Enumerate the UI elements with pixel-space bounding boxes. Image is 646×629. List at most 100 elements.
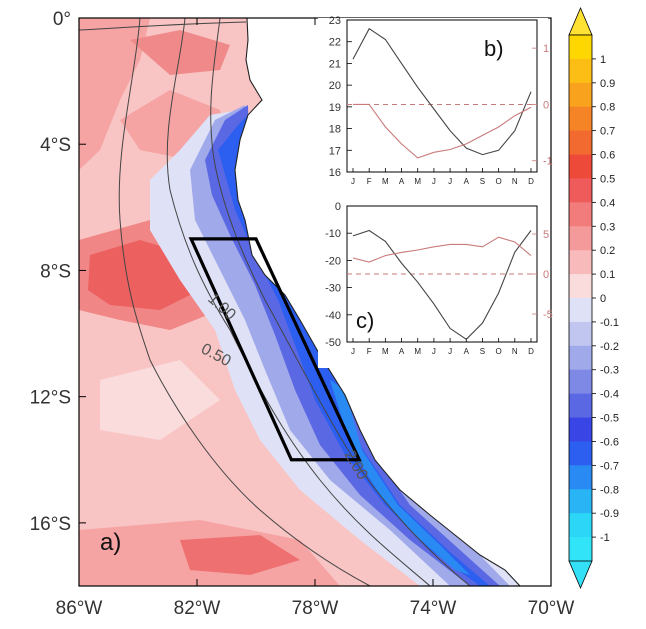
y-tick-label: -30 — [325, 283, 341, 295]
colorbar-label: 0.2 — [600, 245, 615, 257]
colorbar-label: 0.6 — [600, 150, 615, 162]
month-label: S — [480, 177, 485, 186]
coastline — [234, 18, 521, 586]
colorbar-swatch — [569, 369, 592, 395]
colorbar-label: -0.1 — [600, 317, 619, 329]
y-tick-label: 0° — [53, 9, 71, 30]
y-tick-label: 18 — [329, 124, 341, 136]
panel-label-c: c) — [356, 308, 374, 333]
y-tick-label: 8°S — [40, 261, 71, 282]
colorbar-label: 0.4 — [600, 197, 615, 209]
month-label: D — [528, 177, 534, 186]
colorbar-swatch — [569, 178, 592, 203]
month-label: N — [512, 347, 518, 356]
inset-c-background — [318, 198, 548, 368]
month-label: A — [399, 347, 405, 356]
y2-tick-label: 0 — [543, 269, 549, 281]
colorbar-swatch — [569, 298, 592, 323]
month-label: A — [399, 177, 405, 186]
colorbar: 1 0.9 0.8 0.7 0.6 0.5 0.4 0.3 0.2 0.1 0 -0.1 -0.2 -0.… — [568, 6, 619, 590]
x-tick-label: 74°W — [410, 598, 457, 619]
colorbar-swatch — [569, 202, 592, 227]
month-label: S — [480, 347, 485, 356]
month-label: M — [382, 177, 389, 186]
y-tick-label: 23 — [329, 15, 341, 27]
colorbar-swatch — [569, 35, 592, 60]
y-tick-label: 4°S — [40, 135, 71, 156]
contour-line — [118, 18, 371, 586]
month-label: J — [351, 347, 355, 356]
month-label: M — [414, 177, 421, 186]
month-label: F — [367, 177, 372, 186]
series-line-right-axis — [353, 103, 532, 159]
month-label: O — [496, 347, 502, 356]
y-tick-label: 12°S — [30, 388, 71, 409]
colorbar-swatch — [569, 274, 592, 299]
colorbar-max-arrow — [568, 6, 593, 36]
series-line-left-axis — [352, 229, 532, 341]
colorbar-label: -0.7 — [600, 460, 619, 472]
y2-tick-label: 5 — [543, 229, 549, 241]
colorbar-swatch — [569, 106, 592, 132]
series-line-right-axis — [352, 236, 532, 263]
month-label: J — [432, 177, 436, 186]
colorbar-label: -1 — [600, 532, 610, 544]
month-label: J — [351, 177, 355, 186]
colorbar-label: 0.9 — [600, 78, 615, 90]
colorbar-label: 0.1 — [600, 269, 615, 281]
y-tick-label: -20 — [325, 255, 341, 267]
colorbar-label: -0.8 — [600, 484, 619, 496]
warm-anomaly-region — [79, 18, 150, 170]
colorbar-label: -0.6 — [600, 436, 619, 448]
series-line-left-axis — [352, 27, 532, 156]
colorbar-label: 0.3 — [600, 221, 615, 233]
y-tick-label: 0 — [335, 201, 341, 213]
panel-label-a: a) — [100, 529, 121, 556]
y-tick-label: 19 — [329, 102, 341, 114]
colorbar-swatch — [569, 154, 592, 179]
colorbar-swatch — [569, 345, 592, 371]
y-tick-label: 17 — [329, 145, 341, 157]
colorbar-swatch — [569, 465, 592, 490]
x-tick-label: 82°W — [174, 598, 221, 619]
colorbar-label: -0.3 — [600, 365, 619, 377]
month-label: F — [367, 347, 372, 356]
y2-tick-label: -5 — [543, 309, 553, 321]
colorbar-label: 1 — [600, 54, 606, 66]
y-tick-label: 20 — [329, 80, 341, 92]
y-tick-label: -50 — [325, 337, 341, 349]
y-tick-label: 22 — [329, 37, 341, 49]
contour-line — [210, 18, 471, 586]
month-label: M — [414, 347, 421, 356]
contour-line — [166, 18, 431, 586]
colorbar-min-arrow — [568, 560, 593, 590]
month-label: A — [464, 177, 470, 186]
colorbar-swatch — [569, 250, 592, 275]
colorbar-label: 0.7 — [600, 126, 615, 138]
colorbar-swatch — [569, 441, 592, 466]
colorbar-swatch — [569, 321, 592, 347]
x-tick-label: 78°W — [292, 598, 339, 619]
region-box — [188, 237, 362, 462]
y2-tick-label: -1 — [543, 156, 553, 168]
month-label: A — [464, 347, 470, 356]
inset-c-series — [352, 229, 532, 341]
x-tick-label: 70°W — [528, 598, 575, 619]
colorbar-swatch — [569, 82, 592, 108]
month-label: D — [528, 347, 534, 356]
panel-label-b: b) — [484, 36, 504, 61]
month-label: J — [432, 347, 436, 356]
y-tick-label: -10 — [325, 228, 341, 240]
y2-tick-label: 1 — [543, 43, 549, 55]
colorbar-swatch — [569, 393, 592, 418]
y2-tick-label: 0 — [543, 99, 549, 111]
y-tick-label: 21 — [329, 58, 341, 70]
y-tick-label: 16 — [329, 167, 341, 179]
colorbar-swatch — [569, 513, 592, 538]
x-tick-label: 86°W — [56, 598, 103, 619]
warm-anomaly-region — [180, 535, 300, 575]
